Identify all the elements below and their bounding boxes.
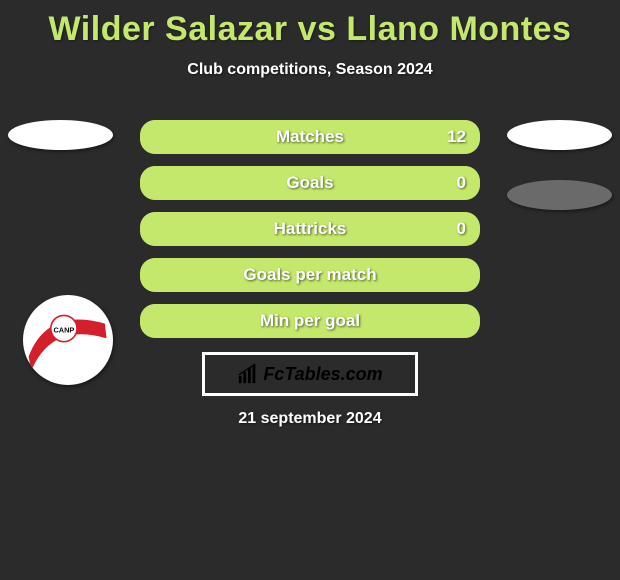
stat-label: Goals bbox=[140, 166, 480, 200]
page-title: Wilder Salazar vs Llano Montes bbox=[0, 0, 620, 49]
club-badge: CANP bbox=[23, 295, 113, 385]
stat-value: 0 bbox=[457, 166, 466, 200]
left-decor-column: CANP bbox=[8, 120, 113, 150]
stat-label: Min per goal bbox=[140, 304, 480, 338]
brand-box: FcTables.com bbox=[202, 352, 418, 396]
stat-row-matches: Matches 12 bbox=[140, 120, 480, 154]
stat-value: 0 bbox=[457, 212, 466, 246]
decor-ellipse bbox=[507, 180, 612, 210]
chart-icon bbox=[237, 363, 259, 385]
date-text: 21 september 2024 bbox=[0, 410, 620, 428]
brand-label: FcTables.com bbox=[263, 364, 382, 385]
stat-row-goals-per-match: Goals per match bbox=[140, 258, 480, 292]
stat-row-min-per-goal: Min per goal bbox=[140, 304, 480, 338]
stat-label: Matches bbox=[140, 120, 480, 154]
decor-ellipse bbox=[8, 120, 113, 150]
svg-text:CANP: CANP bbox=[53, 326, 74, 335]
right-decor-column bbox=[507, 120, 612, 210]
stat-row-goals: Goals 0 bbox=[140, 166, 480, 200]
stats-bars: Matches 12 Goals 0 Hattricks 0 Goals per… bbox=[140, 120, 480, 338]
page-subtitle: Club competitions, Season 2024 bbox=[0, 61, 620, 79]
stat-row-hattricks: Hattricks 0 bbox=[140, 212, 480, 246]
stat-label: Hattricks bbox=[140, 212, 480, 246]
stat-label: Goals per match bbox=[140, 258, 480, 292]
stat-value: 12 bbox=[447, 120, 466, 154]
decor-ellipse bbox=[507, 120, 612, 150]
